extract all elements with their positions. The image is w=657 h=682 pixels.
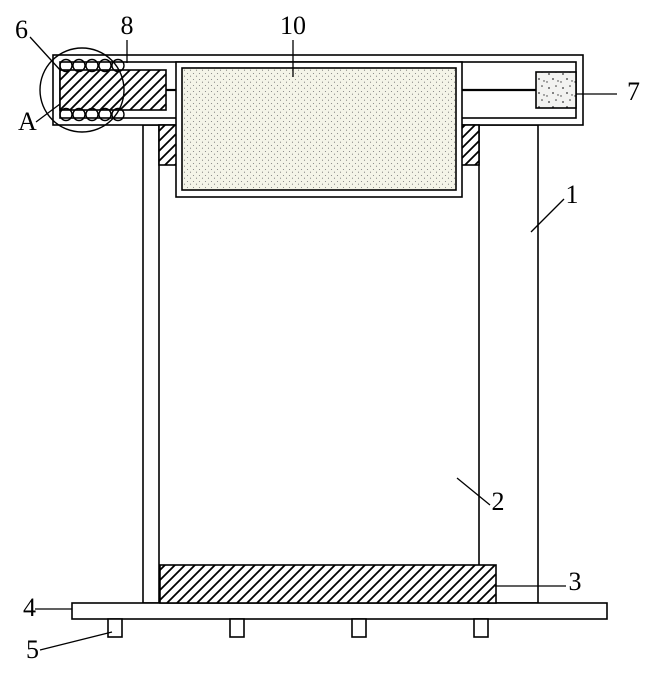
right-speckle-block	[536, 72, 576, 108]
callout-label: 10	[280, 11, 306, 40]
foot	[474, 619, 488, 637]
center-block-inner	[182, 68, 456, 190]
callout-label: 2	[492, 487, 505, 516]
neck-left	[159, 125, 177, 165]
leader-line	[531, 199, 564, 232]
callout-label: 4	[23, 593, 36, 622]
left-hatched-block	[60, 70, 166, 110]
callout-label: 1	[566, 180, 579, 209]
foot	[352, 619, 366, 637]
callout-label: 6	[15, 15, 28, 44]
callout-label: 8	[121, 11, 134, 40]
callout-label: A	[18, 107, 37, 136]
callout-label: 3	[569, 567, 582, 596]
leader-line	[30, 37, 61, 71]
leader-line	[40, 632, 112, 650]
callout-label: 7	[627, 77, 640, 106]
foot	[230, 619, 244, 637]
leader-line	[457, 478, 490, 505]
foot	[108, 619, 122, 637]
bottom-bar	[72, 603, 607, 619]
hatched-bar	[160, 565, 496, 603]
callout-label: 5	[26, 635, 39, 664]
neck-right	[461, 125, 479, 165]
